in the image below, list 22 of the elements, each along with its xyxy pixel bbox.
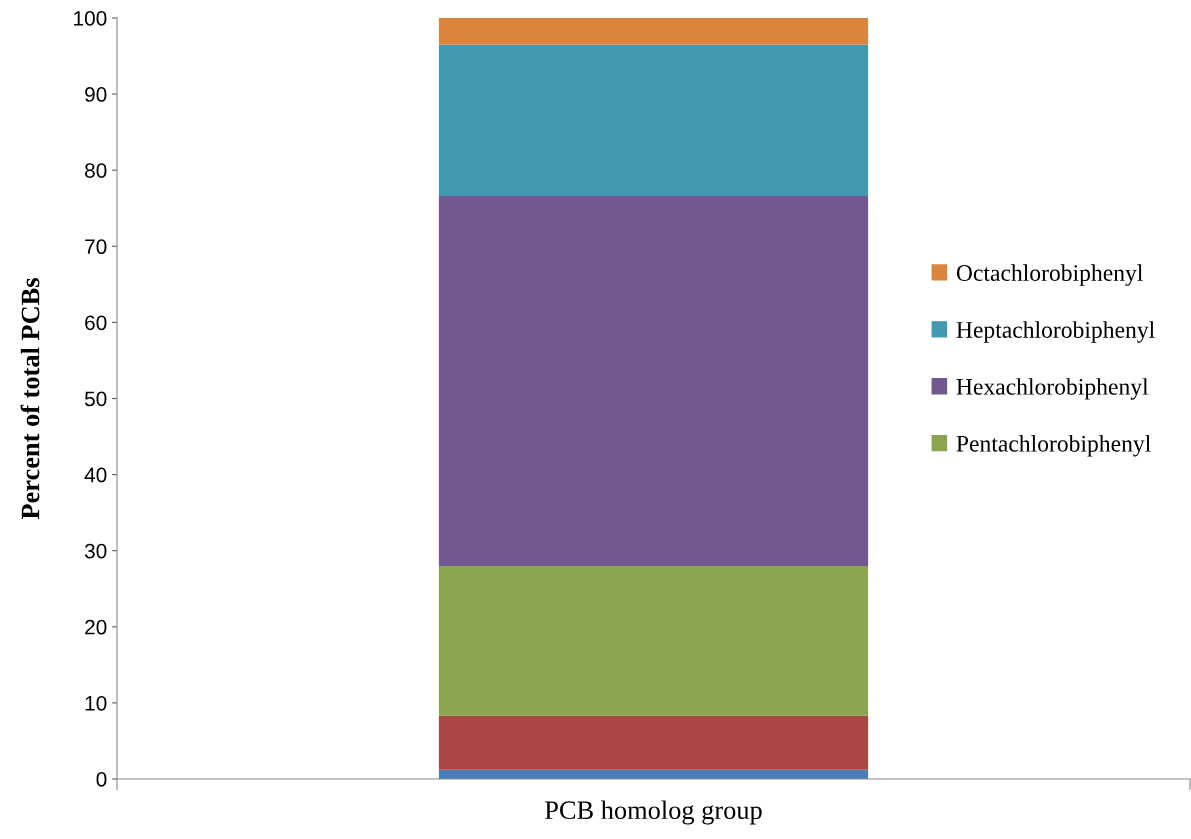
y-tick-label: 60 [85, 315, 107, 331]
y-axis-title: Percent of total PCBs [20, 278, 40, 520]
legend-label: Octachlorobiphenyl [956, 264, 1143, 286]
bar [438, 44, 869, 197]
bar [438, 715, 869, 770]
bar [438, 196, 869, 566]
y-tick-label: 50 [84, 391, 107, 407]
x-axis-title: PCB homolog group [545, 800, 762, 825]
y-tick-label: 40 [84, 467, 107, 483]
bar [438, 565, 869, 716]
y-tick-label: 80 [85, 163, 107, 178]
y-tick-label: 100 [74, 11, 107, 26]
y-tick-label: 20 [85, 619, 107, 635]
y-tick-label: 90 [85, 87, 107, 102]
bar [438, 18, 869, 45]
y-tick-label: 0 [96, 772, 107, 787]
legend-label: Pentachlorobiphenyl [956, 435, 1151, 457]
y-tick-label: 30 [84, 543, 107, 559]
y-tick-label: 10 [85, 695, 107, 711]
y-tick-label: 70 [85, 239, 107, 255]
legend-label: Hexachlorobiphenyl [956, 378, 1149, 400]
legend-label: Heptachlorobiphenyl [956, 321, 1155, 343]
